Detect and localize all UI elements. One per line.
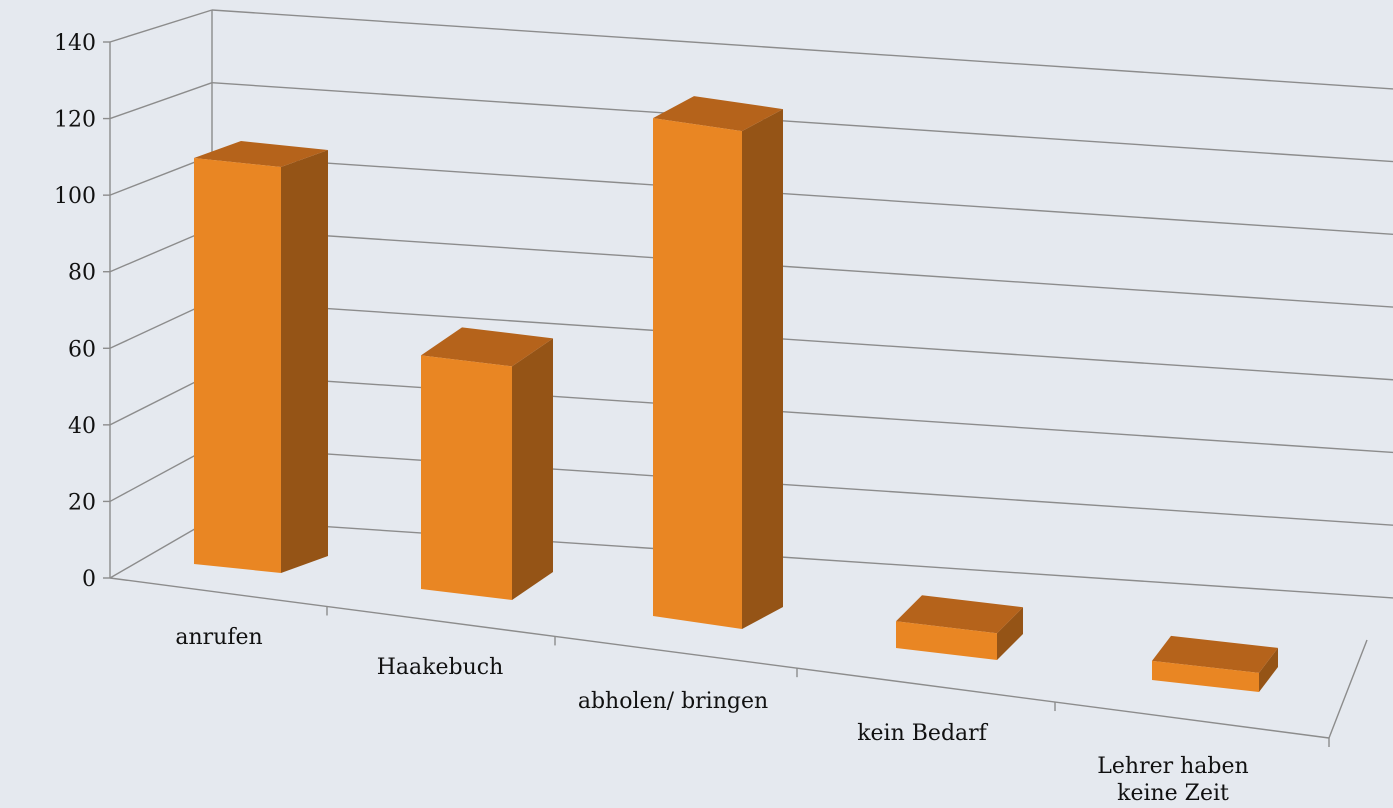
bar-side-face [997,607,1023,660]
floor-right-edge [1328,639,1368,739]
gridline [211,518,1393,599]
x-category-label: Haakebuch [377,655,504,680]
bar-top-face [194,141,328,168]
side-wall-gridline [109,82,213,120]
y-tick-label: 20 [68,490,96,515]
y-tick-label: 0 [82,567,96,592]
y-tick-label: 120 [54,108,96,133]
bar-front-face [421,355,512,600]
x-category-label: Lehrer haben [1097,754,1248,779]
bar-front-face [896,621,997,660]
bar-side-face [281,150,328,573]
bar-top-face [896,595,1023,634]
bar-top-face [1152,635,1278,673]
bar-top-face [653,96,783,132]
gridline [211,445,1393,526]
bar [421,327,553,600]
bar-side-face [512,338,553,600]
gridline [211,372,1393,454]
bar [653,96,783,630]
bar [896,595,1023,660]
y-tick-label: 80 [68,261,96,286]
y-tick-label: 140 [54,31,96,56]
bar-top-face [421,327,553,367]
bar-front-face [194,158,281,573]
bar-side-face [742,109,783,630]
bar [1152,635,1278,692]
x-category-label: abholen/ bringen [578,689,768,714]
labels: 0 20 40 60 80 100 120 140 anrufen Haakebuch abhole… [54,31,1249,806]
gridline [211,9,1393,90]
bar-front-face [653,118,742,629]
bar-front-face [1152,660,1259,692]
bar [194,141,328,573]
gridline [211,154,1393,236]
side-wall-gridline [109,9,213,43]
y-tick-label: 100 [54,184,96,209]
gridline [211,300,1393,381]
x-category-label: anrufen [175,625,262,650]
bar-side-face [1259,647,1278,692]
gridline [211,227,1393,308]
x-category-label: keine Zeit [1117,781,1229,806]
y-tick-label: 40 [68,414,96,439]
bars [194,96,1278,692]
y-tick-label: 60 [68,337,96,362]
gridlines [109,9,1393,599]
x-axis [109,577,1330,739]
x-category-label: kein Bedarf [857,721,988,746]
gridline [211,82,1393,163]
